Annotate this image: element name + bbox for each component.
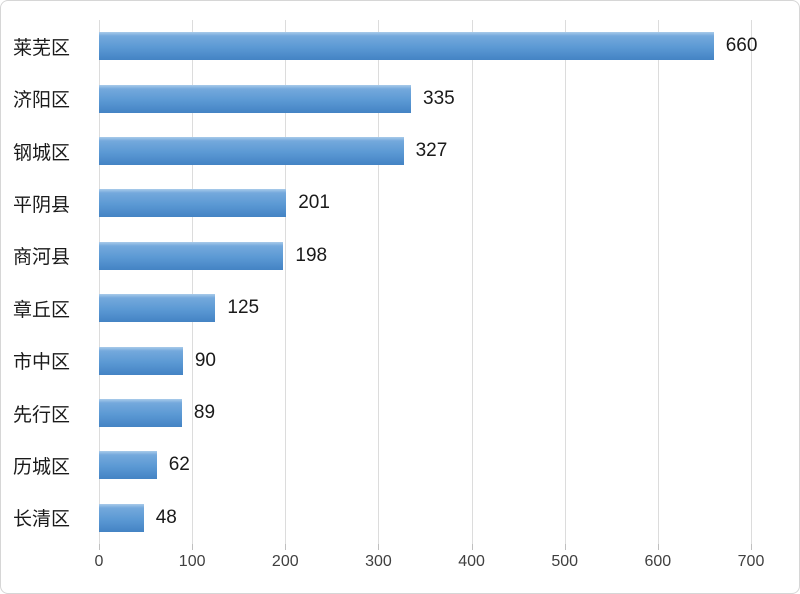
axis-tick xyxy=(471,544,473,550)
bar-track: 90 xyxy=(99,346,751,375)
bar-row: 历城区 62 xyxy=(1,439,751,491)
x-axis: 0 100 200 300 400 500 600 700 xyxy=(95,553,765,579)
x-axis-tick-label: 400 xyxy=(458,553,485,570)
value-label: 660 xyxy=(725,35,758,57)
bar-track: 125 xyxy=(99,294,751,323)
bar-row: 钢城区 327 xyxy=(1,125,751,177)
axis-tick xyxy=(564,544,566,550)
bar-row: 先行区 89 xyxy=(1,387,751,439)
bar-track: 327 xyxy=(99,137,751,166)
gridline xyxy=(751,20,752,544)
bar xyxy=(99,503,144,532)
value-label: 201 xyxy=(298,192,330,214)
x-axis-tick-label: 300 xyxy=(365,553,392,570)
category-label: 莱芜区 xyxy=(13,37,71,59)
category-label: 市中区 xyxy=(13,352,71,374)
gridline xyxy=(99,20,100,544)
category-label: 长清区 xyxy=(13,509,71,531)
bar xyxy=(99,294,216,323)
bar-rows: 莱芜区 660 济阳区 335 钢城区 327 平阴县 201 商河县 198 章丘区 125 市中区 9… xyxy=(1,20,757,544)
bar xyxy=(99,84,412,113)
value-label: 90 xyxy=(194,349,216,371)
bar-row: 市中区 90 xyxy=(1,334,751,386)
category-label: 章丘区 xyxy=(13,299,71,321)
bar xyxy=(99,32,714,61)
bar-row: 章丘区 125 xyxy=(1,282,751,334)
x-axis-tick-label: 0 xyxy=(94,553,104,570)
x-axis-tick-label: 600 xyxy=(644,553,672,570)
gridline xyxy=(471,20,473,544)
x-axis-tick-label: 500 xyxy=(551,553,579,570)
bar xyxy=(99,346,183,375)
category-label: 济阳区 xyxy=(13,90,71,112)
bar-track: 201 xyxy=(99,189,751,218)
category-label: 平阴县 xyxy=(13,194,71,216)
axis-tick xyxy=(378,544,380,550)
bar-row: 商河县 198 xyxy=(1,230,751,282)
bar-track: 660 xyxy=(99,32,757,61)
plot-area xyxy=(99,20,752,550)
axis-tick xyxy=(99,544,100,550)
value-label: 327 xyxy=(415,140,448,162)
axis-tick xyxy=(192,544,194,550)
bar xyxy=(99,189,287,218)
bar-track: 48 xyxy=(99,503,751,532)
x-axis-tick-label: 100 xyxy=(178,553,206,570)
bar-row: 平阴县 201 xyxy=(1,177,751,229)
value-label: 48 xyxy=(155,506,177,528)
bar xyxy=(99,451,157,480)
gridline xyxy=(564,20,566,544)
bar xyxy=(99,137,404,166)
bar-track: 335 xyxy=(99,84,751,113)
category-label: 钢城区 xyxy=(13,142,71,164)
category-label: 商河县 xyxy=(13,247,71,269)
axis-tick xyxy=(285,544,287,550)
x-axis-tick-label: 700 xyxy=(737,553,765,570)
bar-row: 济阳区 335 xyxy=(1,72,751,124)
value-label: 89 xyxy=(193,402,216,424)
bar xyxy=(99,241,284,270)
bar-track: 62 xyxy=(99,451,751,480)
value-label: 198 xyxy=(295,244,328,266)
bar-track: 89 xyxy=(99,399,751,428)
category-label: 先行区 xyxy=(13,404,71,426)
gridline xyxy=(285,20,287,544)
gridline xyxy=(378,20,380,544)
value-label: 335 xyxy=(423,87,455,109)
value-label: 125 xyxy=(227,297,260,319)
axis-tick xyxy=(751,544,752,550)
category-label: 历城区 xyxy=(13,456,71,478)
gridline xyxy=(657,20,659,544)
bar-row: 长清区 48 xyxy=(1,492,751,544)
bar xyxy=(99,399,182,428)
x-axis-tick-label: 200 xyxy=(271,553,299,570)
axis-tick xyxy=(657,544,659,550)
bar-track: 198 xyxy=(99,241,751,270)
bar-row: 莱芜区 660 xyxy=(1,20,757,72)
gridline xyxy=(192,20,194,544)
value-label: 62 xyxy=(168,454,190,476)
